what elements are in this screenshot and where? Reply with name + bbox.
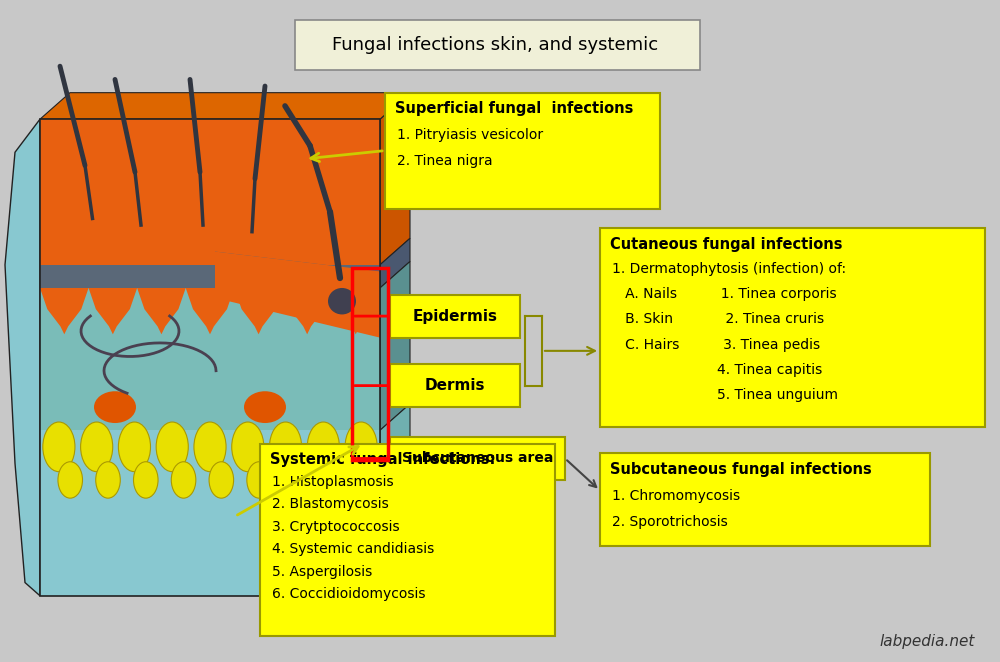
Polygon shape (380, 261, 410, 430)
Ellipse shape (156, 422, 188, 472)
FancyBboxPatch shape (600, 228, 985, 427)
Polygon shape (89, 288, 137, 334)
FancyBboxPatch shape (260, 444, 555, 636)
Ellipse shape (328, 288, 356, 314)
FancyBboxPatch shape (600, 453, 930, 546)
Polygon shape (40, 93, 410, 119)
Ellipse shape (118, 422, 150, 472)
Ellipse shape (345, 422, 377, 472)
Ellipse shape (244, 391, 286, 423)
Polygon shape (40, 265, 380, 288)
Ellipse shape (247, 462, 271, 498)
Text: Epidermis: Epidermis (413, 308, 498, 324)
Text: A. Nails          1. Tinea corporis: A. Nails 1. Tinea corporis (612, 287, 837, 301)
Text: Superficial fungal  infections: Superficial fungal infections (395, 101, 633, 117)
Polygon shape (186, 288, 234, 334)
Text: labpedia.net: labpedia.net (880, 634, 975, 649)
Text: Subcutaneous fungal infections: Subcutaneous fungal infections (610, 462, 872, 477)
Polygon shape (380, 238, 410, 288)
Text: 1. Histoplasmosis: 1. Histoplasmosis (272, 475, 394, 489)
Polygon shape (40, 430, 380, 596)
Text: 1. Dermatophytosis (infection) of:: 1. Dermatophytosis (infection) of: (612, 262, 846, 276)
Text: Systemic fungal infections:: Systemic fungal infections: (270, 452, 495, 467)
Text: 1. Pitryiasis vesicolor: 1. Pitryiasis vesicolor (397, 128, 543, 142)
FancyBboxPatch shape (390, 364, 520, 407)
Ellipse shape (285, 462, 309, 498)
Ellipse shape (232, 422, 264, 472)
Text: Dermis: Dermis (425, 378, 485, 393)
Polygon shape (331, 288, 380, 334)
FancyBboxPatch shape (385, 93, 660, 209)
Ellipse shape (134, 462, 158, 498)
Text: 2. Sporotrichosis: 2. Sporotrichosis (612, 515, 728, 529)
Text: 3. Crytptococcosis: 3. Crytptococcosis (272, 520, 400, 534)
Text: Cutaneous fungal infections: Cutaneous fungal infections (610, 237, 842, 252)
Ellipse shape (43, 422, 75, 472)
Text: 2. Blastomycosis: 2. Blastomycosis (272, 497, 389, 511)
Polygon shape (215, 252, 380, 288)
Polygon shape (40, 119, 380, 265)
Polygon shape (40, 288, 89, 334)
Text: 4. Tinea capitis: 4. Tinea capitis (612, 363, 822, 377)
Polygon shape (380, 404, 410, 596)
Text: C. Hairs          3. Tinea pedis: C. Hairs 3. Tinea pedis (612, 338, 820, 352)
Text: 6. Coccidioidomycosis: 6. Coccidioidomycosis (272, 587, 426, 601)
Ellipse shape (209, 462, 234, 498)
Text: 4. Systemic candidiasis: 4. Systemic candidiasis (272, 542, 434, 556)
FancyBboxPatch shape (390, 437, 565, 480)
Text: Subcutaneous area: Subcutaneous area (402, 451, 553, 465)
FancyBboxPatch shape (295, 20, 700, 70)
FancyBboxPatch shape (390, 295, 520, 338)
Ellipse shape (171, 462, 196, 498)
Text: 5. Tinea unguium: 5. Tinea unguium (612, 388, 838, 402)
Text: 1. Chromomycosis: 1. Chromomycosis (612, 489, 740, 502)
Text: Fungal infections skin, and systemic: Fungal infections skin, and systemic (332, 36, 658, 54)
Ellipse shape (307, 422, 339, 472)
Polygon shape (380, 93, 410, 265)
Polygon shape (283, 288, 331, 334)
Ellipse shape (96, 462, 120, 498)
Polygon shape (234, 288, 283, 334)
Ellipse shape (322, 462, 347, 498)
Ellipse shape (81, 422, 113, 472)
Polygon shape (215, 252, 380, 338)
Ellipse shape (94, 391, 136, 423)
Polygon shape (40, 288, 380, 430)
Ellipse shape (270, 422, 302, 472)
Ellipse shape (58, 462, 82, 498)
Text: 2. Tinea nigra: 2. Tinea nigra (397, 154, 493, 168)
Polygon shape (5, 119, 40, 596)
Ellipse shape (194, 422, 226, 472)
Polygon shape (137, 288, 186, 334)
Text: 5. Aspergilosis: 5. Aspergilosis (272, 565, 372, 579)
Text: B. Skin            2. Tinea cruris: B. Skin 2. Tinea cruris (612, 312, 824, 326)
